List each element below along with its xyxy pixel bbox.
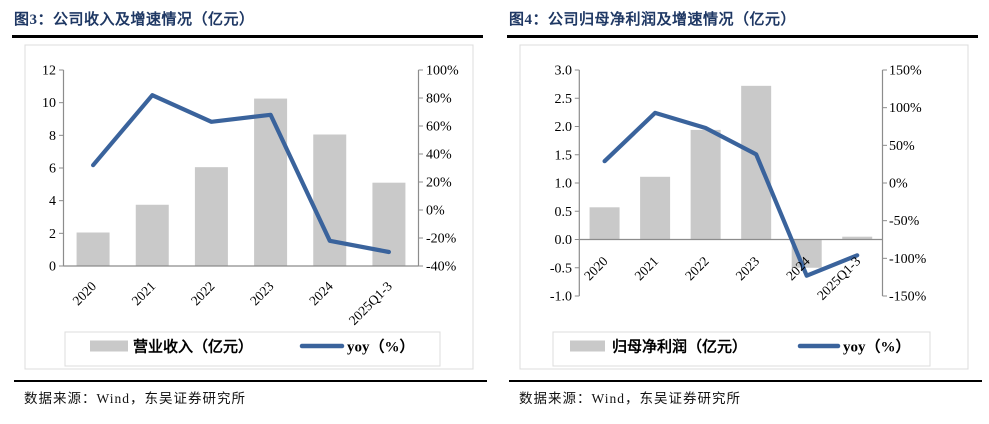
legend-bar-label: 归母净利润（亿元） — [612, 338, 747, 356]
left-axis-tick-label: 12 — [42, 64, 56, 79]
right-axis-tick-label: 150% — [889, 64, 922, 79]
x-axis-label-2022: 2022 — [682, 254, 712, 284]
figure3-panel: 图3：公司收入及增速情况（亿元） 12 10 8 6 4 2 0 100% 80% 60% 40% 2… — [0, 0, 494, 424]
figure4-source: 数据来源：Wind，东吴证券研究所 — [519, 391, 741, 406]
figure4-title-rule — [507, 35, 978, 38]
left-axis-tick-label: 1.5 — [555, 148, 573, 163]
figure4-title: 图4：公司归母净利润及增速情况（亿元） — [509, 12, 797, 28]
yoy-line — [602, 110, 860, 278]
left-axis-tick-label: 2 — [49, 227, 56, 242]
figure3-source-rule — [14, 380, 487, 382]
x-axis-label-2020: 2020 — [581, 253, 611, 283]
figure3-source: 数据来源：Wind，东吴证券研究所 — [24, 391, 246, 406]
x-axis-label-2021: 2021 — [632, 254, 662, 284]
legend-box — [552, 331, 931, 367]
legend-bar-swatch — [90, 340, 128, 352]
left-axis-tick-label: 4 — [49, 194, 56, 209]
chart-frame — [519, 44, 969, 370]
right-axis-tick-label: 50% — [889, 139, 915, 154]
left-axis-tick-label: 8 — [49, 129, 56, 144]
bar-2021 — [640, 176, 671, 240]
bar-2025Q1-3 — [842, 236, 873, 240]
left-axis-tick-label: 6 — [49, 162, 56, 177]
left-axis-tick-label: 3.0 — [555, 64, 573, 79]
right-axis-tick-label: 100% — [889, 101, 922, 116]
legend-line-label: yoy（%） — [347, 338, 415, 356]
x-axis-label-2025Q1-3: 2025Q1-3 — [346, 278, 395, 327]
left-axis-tick-label: -1.0 — [550, 290, 572, 305]
right-axis-tick-label: -150% — [889, 290, 927, 305]
left-axis-tick-label: 1.0 — [555, 177, 573, 192]
chart-frame — [24, 44, 474, 370]
left-axis-tick-label: 10 — [42, 96, 56, 111]
legend-line-label: yoy（%） — [843, 338, 911, 356]
legend-bar-label: 营业收入（亿元） — [133, 338, 253, 356]
right-axis-tick-label: 80% — [426, 92, 452, 107]
left-axis-tick-label: 2.5 — [555, 92, 573, 107]
right-axis-tick-label: -100% — [889, 252, 927, 267]
right-axis-tick-label: 0% — [426, 204, 445, 219]
right-axis-tick-label: -20% — [426, 232, 457, 247]
yoy-line — [90, 93, 391, 255]
x-axis-label-2023: 2023 — [733, 253, 763, 283]
bar-2024 — [313, 134, 347, 266]
x-axis-label-2023: 2023 — [247, 278, 277, 308]
figure4-chart-canvas: 3.0 2.5 2.0 1.5 1.0 0.5 0.0 -0.5 -1.0 150% 100% 50%… — [519, 44, 969, 370]
right-axis-tick-label: 0% — [889, 177, 908, 192]
legend-bar-swatch — [570, 340, 605, 352]
left-axis-tick-label: 2.0 — [555, 120, 573, 135]
x-axis-label-2024: 2024 — [306, 278, 336, 308]
bar-2020 — [76, 232, 110, 266]
figure3-chart-canvas: 12 10 8 6 4 2 0 100% 80% 60% 40% 20% 0% -20% -40% 营业收入（… — [24, 44, 474, 370]
right-axis-tick-label: 20% — [426, 176, 452, 191]
right-axis-tick-label: 100% — [426, 64, 459, 79]
bar-2021 — [135, 204, 169, 266]
bar-2022 — [690, 129, 721, 240]
x-axis-label-2022: 2022 — [188, 279, 218, 309]
figure4-source-rule — [509, 380, 982, 382]
figure4-panel: 图4：公司归母净利润及增速情况（亿元） 3.0 2.5 2.0 1.5 1.0 0.5 0.… — [495, 0, 989, 424]
left-axis-tick-label: 0.0 — [555, 233, 573, 248]
left-axis-tick-label: 0 — [49, 260, 56, 275]
bar-2022 — [194, 167, 228, 266]
right-axis-tick-label: 40% — [426, 148, 452, 163]
right-axis-tick-label: 60% — [426, 120, 452, 135]
left-axis-tick-label: -0.5 — [550, 261, 572, 276]
bar-2020 — [589, 207, 620, 240]
x-axis-label-2020: 2020 — [70, 278, 100, 308]
bar-2023 — [254, 98, 288, 266]
right-axis-tick-label: -40% — [426, 260, 457, 275]
x-axis-label-2021: 2021 — [129, 279, 159, 309]
right-axis-tick-label: -50% — [889, 214, 920, 229]
figure3-title: 图3：公司收入及增速情况（亿元） — [14, 12, 255, 28]
left-axis-tick-label: 0.5 — [555, 205, 573, 220]
bar-2023 — [741, 85, 772, 240]
figure3-title-rule — [12, 35, 483, 38]
